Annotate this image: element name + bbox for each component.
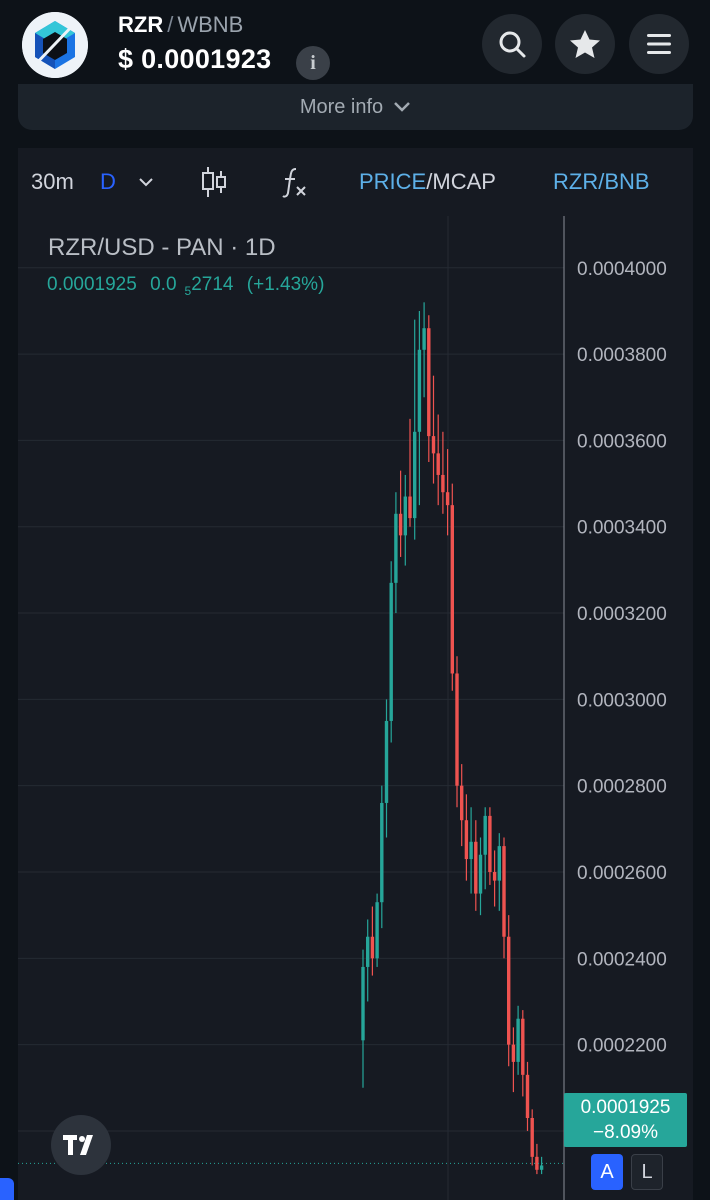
candle-body-down xyxy=(511,1044,516,1062)
candle-body-up xyxy=(403,496,407,536)
candle-body-up xyxy=(375,902,379,959)
legend-value-2-prefix: 0.0 xyxy=(150,274,177,295)
candle-body-down xyxy=(488,815,492,872)
candle-body-up xyxy=(394,513,398,583)
candle-body-down xyxy=(474,841,478,894)
indicators-icon[interactable] xyxy=(280,148,308,216)
candle-body-down xyxy=(441,474,445,493)
chart-toolbar: 30m D PRICE / MCAP RZR/BNB xyxy=(18,148,693,216)
candle-body-down xyxy=(525,1074,530,1118)
last-price-label: 0.0001925 −8.09% xyxy=(564,1093,687,1147)
menu-button[interactable] xyxy=(629,14,689,74)
y-tick-label: 0.0003800 xyxy=(577,345,667,366)
candle-body-down xyxy=(460,785,464,821)
last-price-value: 0.0001925 xyxy=(580,1097,671,1118)
price-chart[interactable]: 0.00040000.00038000.00036000.00034000.00… xyxy=(18,216,693,1200)
candle-body-down xyxy=(455,673,459,786)
legend-change: (+1.43%) xyxy=(246,274,325,295)
candle-body-up xyxy=(516,1018,520,1062)
candle-body-up xyxy=(478,854,483,894)
y-tick-label: 0.0002800 xyxy=(577,777,667,798)
base-symbol: RZR xyxy=(118,12,164,37)
price-label: PRICE xyxy=(359,169,427,194)
legend-value-1: 0.0001925 xyxy=(47,274,137,295)
tradingview-logo-icon[interactable] xyxy=(51,1115,111,1175)
mcap-label: MCAP xyxy=(432,169,496,194)
chart-legend-values: 0.0001925 0.0 52714 (+1.43%) xyxy=(47,274,332,298)
y-tick-label: 0.0003600 xyxy=(577,431,667,452)
candle-body-up xyxy=(539,1165,544,1170)
candle-body-down xyxy=(427,328,431,437)
candle-body-down xyxy=(450,505,454,674)
auto-scale-button[interactable]: A xyxy=(591,1154,623,1190)
token-price: $ 0.0001923 xyxy=(118,44,272,74)
search-button[interactable] xyxy=(482,14,542,74)
y-tick-label: 0.0004000 xyxy=(577,259,667,280)
legend-value-2-suffix: 2714 xyxy=(191,274,234,295)
more-info-label: More info xyxy=(299,95,384,118)
price-mcap-toggle[interactable]: PRICE / MCAP xyxy=(359,148,496,216)
candle-body-up xyxy=(361,966,365,1041)
more-info-toggle[interactable]: More info xyxy=(18,84,693,130)
candle-body-up xyxy=(384,720,389,803)
legend-value-2-subscript: 5 xyxy=(184,283,192,298)
pair-separator: / xyxy=(167,12,174,37)
candle-body-up xyxy=(422,328,426,350)
candle-body-up xyxy=(389,582,393,721)
candle-body-up xyxy=(483,815,487,855)
top-bar: RZR / WBNB $ 0.0001923 i xyxy=(0,0,710,98)
candle-body-down xyxy=(408,496,412,519)
chart-legend-title: RZR/USD - PAN · 1D xyxy=(48,234,276,261)
info-icon[interactable]: i xyxy=(296,46,330,80)
candle-body-up xyxy=(417,349,422,432)
pair-title: RZR / WBNB xyxy=(118,12,243,38)
candle-body-up xyxy=(366,936,370,967)
drawer-handle[interactable] xyxy=(0,1178,14,1200)
candle-body-down xyxy=(530,1118,534,1157)
candle-body-down xyxy=(535,1156,539,1170)
candlestick-icon[interactable] xyxy=(200,148,228,216)
candle-body-up xyxy=(469,841,473,860)
y-tick-label: 0.0003000 xyxy=(577,690,667,711)
candle-body-up xyxy=(413,431,417,519)
search-icon xyxy=(499,31,526,58)
candle-body-down xyxy=(521,1018,525,1075)
token-logo-icon xyxy=(22,12,88,78)
interval-button[interactable]: 30m xyxy=(31,169,74,194)
interval-dropdown-icon[interactable] xyxy=(138,148,154,216)
legend-value-2: 0.0 52714 xyxy=(150,274,241,298)
pair-toggle-button[interactable]: RZR/BNB xyxy=(553,169,650,194)
candle-body-down xyxy=(464,820,469,860)
interval-type-button[interactable]: D xyxy=(100,169,116,194)
candle-body-down xyxy=(370,936,375,959)
chart-panel[interactable]: 30m D PRICE / MCAP RZR/BNB 0.000400 xyxy=(18,148,693,1200)
last-price-change: −8.09% xyxy=(593,1122,658,1143)
candle-body-up xyxy=(380,802,384,903)
candle-body-down xyxy=(507,936,511,1045)
y-tick-label: 0.0003400 xyxy=(577,518,667,539)
price-mcap-separator: / xyxy=(426,169,433,194)
candle-body-down xyxy=(431,436,436,454)
y-tick-label: 0.0002600 xyxy=(577,863,667,884)
y-tick-label: 0.0003200 xyxy=(577,604,667,625)
candle-body-up xyxy=(497,846,501,881)
watchlist-button[interactable] xyxy=(555,14,615,74)
star-icon xyxy=(570,30,600,58)
quote-symbol: WBNB xyxy=(177,12,244,37)
menu-icon xyxy=(647,34,671,54)
y-tick-label: 0.0002200 xyxy=(577,1036,667,1057)
y-tick-label: 0.0002400 xyxy=(577,949,667,970)
log-scale-button[interactable]: L xyxy=(631,1154,663,1190)
candle-body-down xyxy=(492,872,497,881)
candle-body-down xyxy=(398,513,403,536)
candle-body-down xyxy=(502,846,506,937)
chevron-down-icon xyxy=(393,96,411,119)
candle-body-down xyxy=(436,453,440,475)
candle-body-down xyxy=(445,492,450,506)
